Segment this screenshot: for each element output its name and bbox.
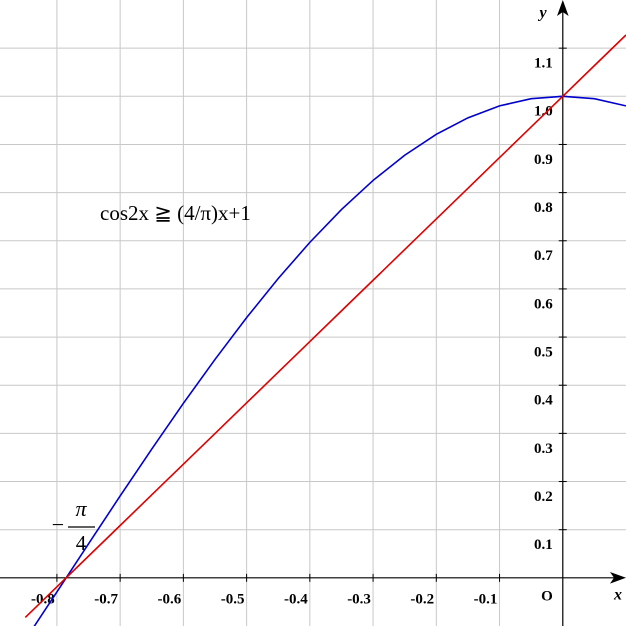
y-tick-label: 0.5 (534, 345, 553, 361)
annotation: − (52, 512, 64, 537)
x-tick-label: -0.3 (347, 591, 371, 607)
x-tick-label: -0.7 (94, 591, 118, 607)
series-line (33, 95, 626, 626)
y-tick-label: 0.6 (534, 296, 553, 312)
y-tick-label: 0.2 (534, 489, 553, 505)
y-tick-label: 0.4 (534, 393, 553, 409)
x-axis-label: x (613, 587, 622, 604)
x-tick-label: -0.2 (410, 591, 434, 607)
origin-label: O (541, 588, 553, 604)
x-tick-label: -0.5 (221, 591, 245, 607)
y-tick-label: 1.0 (534, 104, 553, 120)
y-axis-label: y (537, 5, 547, 22)
annotation: π (75, 496, 87, 521)
y-arrow (557, 0, 569, 16)
y-tick-label: 0.7 (534, 248, 553, 264)
y-tick-label: 0.9 (534, 152, 553, 168)
y-tick-label: 0.8 (534, 200, 553, 216)
annotation: 4 (76, 531, 87, 555)
annotation: cos2x ≧ (4/π)x+1 (100, 201, 251, 225)
x-tick-label: -0.1 (474, 591, 498, 607)
y-tick-label: 0.1 (534, 537, 553, 553)
x-tick-label: -0.6 (157, 591, 181, 607)
x-tick-label: -0.4 (284, 591, 308, 607)
x-arrow (610, 572, 626, 584)
y-tick-label: 0.3 (534, 441, 553, 457)
y-tick-label: 1.1 (534, 56, 553, 72)
series-line (24, 34, 626, 619)
